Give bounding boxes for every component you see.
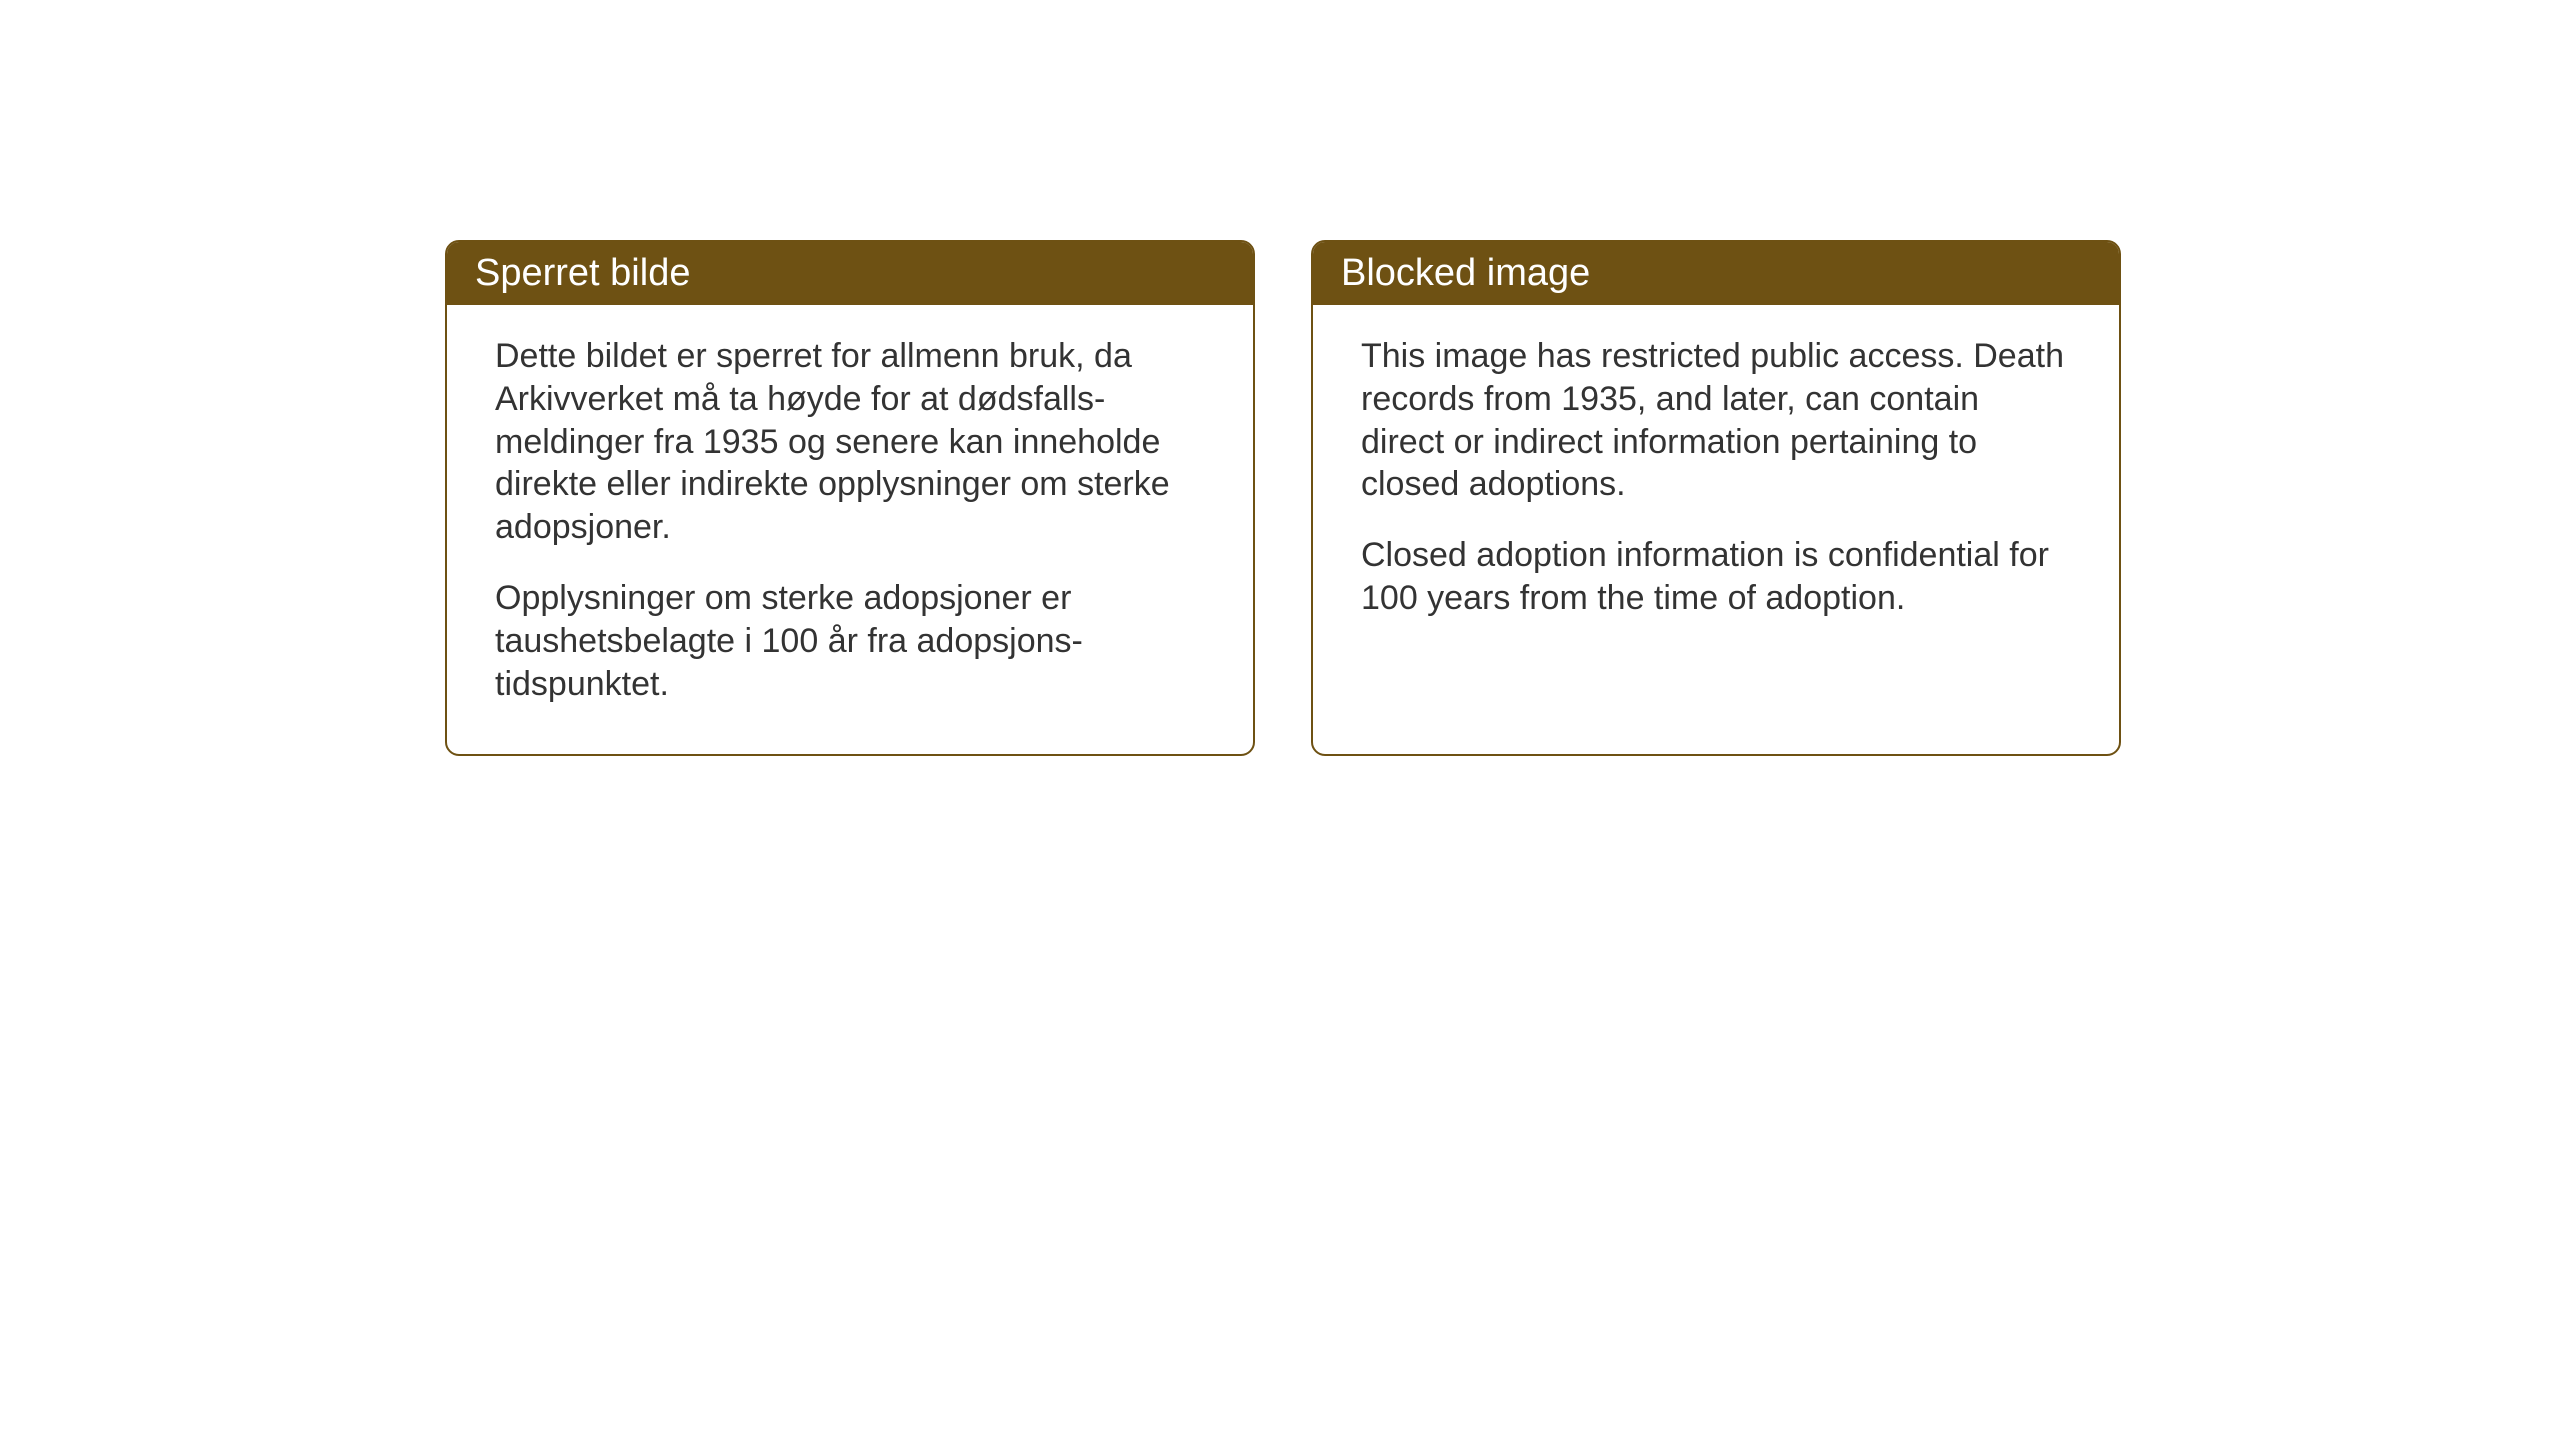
card-norwegian-header: Sperret bilde	[447, 242, 1253, 305]
card-norwegian-body: Dette bildet er sperret for allmenn bruk…	[447, 305, 1253, 754]
card-norwegian-title: Sperret bilde	[475, 252, 690, 294]
card-english-paragraph-1: This image has restricted public access.…	[1361, 335, 2071, 506]
card-english-header: Blocked image	[1313, 242, 2119, 305]
card-english: Blocked image This image has restricted …	[1311, 240, 2121, 756]
card-english-body: This image has restricted public access.…	[1313, 305, 2119, 668]
card-norwegian-paragraph-1: Dette bildet er sperret for allmenn bruk…	[495, 335, 1205, 549]
card-english-paragraph-2: Closed adoption information is confident…	[1361, 534, 2071, 620]
card-norwegian-paragraph-2: Opplysninger om sterke adopsjoner er tau…	[495, 577, 1205, 705]
cards-container: Sperret bilde Dette bildet er sperret fo…	[445, 240, 2121, 756]
card-norwegian: Sperret bilde Dette bildet er sperret fo…	[445, 240, 1255, 756]
card-english-title: Blocked image	[1341, 252, 1590, 294]
